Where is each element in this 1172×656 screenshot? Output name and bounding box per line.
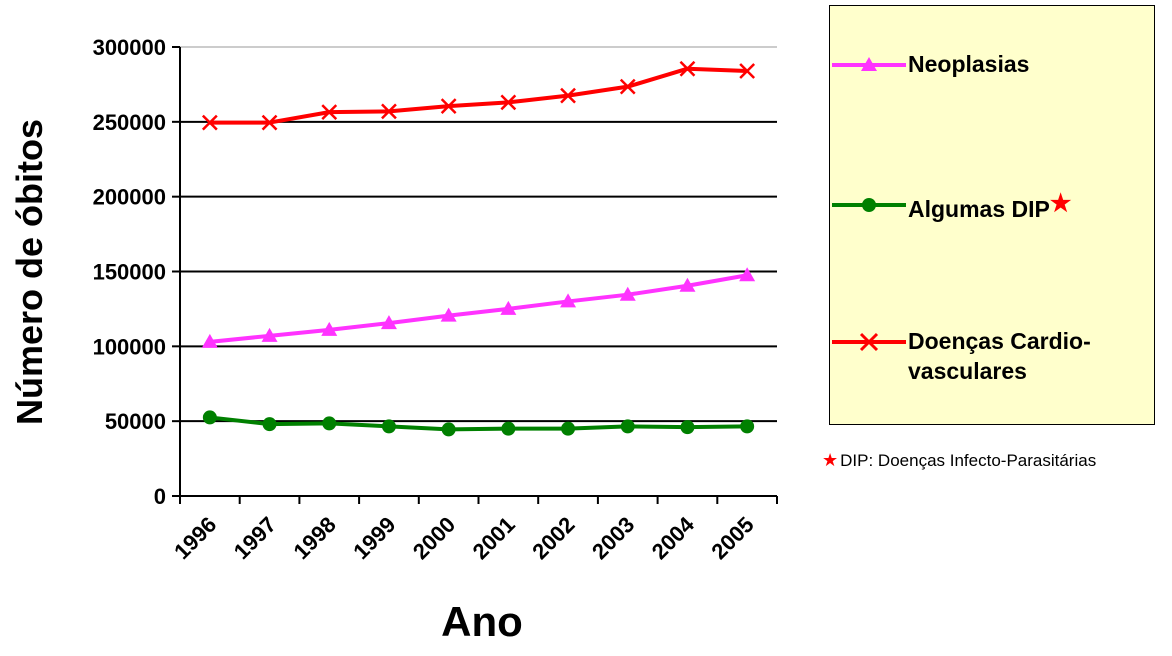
series-group	[201, 60, 756, 437]
y-tick-label: 250000	[93, 110, 166, 135]
x-tick-label: 2000	[408, 512, 460, 564]
data-point	[740, 419, 755, 434]
marker-stroke	[321, 104, 338, 120]
data-point	[440, 98, 457, 115]
x-axis-title: Ano	[441, 598, 523, 645]
data-point	[440, 307, 457, 322]
data-point	[262, 417, 277, 432]
legend-swatch-cardio	[832, 332, 906, 352]
marker-stroke	[619, 78, 636, 95]
x-tick-labels: 1996 1997 1998 1999 2000 2001 2002 2003 2004 2005	[169, 511, 759, 564]
data-point	[381, 103, 397, 120]
legend-label-dip: Algumas DIP★	[908, 190, 1072, 222]
legend-label-cardio: Doenças Cardio-vasculares	[908, 328, 1091, 384]
y-tick-label: 50000	[105, 409, 166, 434]
legend-label-neoplasias: Neoplasias	[908, 51, 1030, 77]
y-tick-label: 300000	[93, 35, 166, 60]
y-tick-label: 100000	[93, 334, 166, 359]
series-line	[209, 66, 748, 125]
data-point	[679, 277, 696, 292]
x-tick-label: 1996	[169, 512, 221, 564]
legend-swatch-dip	[832, 198, 906, 212]
x-tick-label: 2001	[468, 512, 520, 564]
data-point	[561, 421, 576, 436]
legend-item-dip: Algumas DIP★	[830, 189, 1143, 224]
x-tick-label: 1999	[348, 512, 400, 564]
data-point	[500, 94, 517, 111]
y-axis-title: Número de óbitos	[9, 119, 50, 425]
data-point	[680, 420, 695, 435]
data-point	[500, 300, 517, 315]
data-point	[501, 421, 516, 436]
series-line	[209, 273, 748, 344]
data-point	[619, 286, 636, 301]
legend-swatch-neoplasias	[832, 57, 906, 71]
star-icon: ★	[1049, 190, 1072, 217]
data-point	[619, 78, 636, 95]
series-0	[201, 267, 756, 348]
marker-stroke	[679, 60, 696, 77]
legend: Neoplasias Algumas DIP★ Doenças Cardio-v…	[829, 5, 1155, 425]
marker-stroke	[739, 63, 756, 79]
marker-stroke	[560, 87, 576, 104]
star-icon: ★	[822, 450, 839, 470]
data-point	[261, 327, 278, 342]
data-point	[560, 293, 577, 308]
x-tick-label: 2002	[527, 512, 579, 564]
data-point	[441, 422, 456, 437]
data-point	[380, 315, 397, 330]
x-tick-label: 2005	[706, 512, 758, 564]
legend-item-cardio: Doenças Cardio-vasculares	[830, 326, 1143, 386]
data-point	[560, 87, 576, 104]
footnote: ★ DIP: Doenças Infecto-Parasitárias	[822, 450, 1096, 471]
marker-stroke	[261, 114, 278, 131]
legend-item-neoplasias: Neoplasias	[830, 49, 1143, 81]
y-tick-label: 150000	[93, 260, 166, 285]
series-line	[209, 415, 748, 432]
data-point	[261, 114, 278, 131]
x-tick-label: 2003	[587, 512, 639, 564]
series-1	[202, 410, 755, 437]
x-tick-label: 1998	[288, 512, 340, 564]
marker-stroke	[201, 114, 218, 131]
y-tick-label: 0	[154, 484, 166, 509]
data-point	[381, 419, 396, 434]
axes	[172, 46, 778, 504]
marker-stroke	[500, 94, 517, 111]
data-point	[202, 410, 217, 425]
data-point	[321, 321, 338, 336]
data-point	[321, 104, 338, 120]
data-point	[201, 333, 218, 348]
data-point	[620, 419, 635, 434]
data-point	[739, 267, 756, 282]
data-point	[201, 114, 218, 131]
data-point	[739, 63, 756, 79]
series-2	[201, 60, 756, 131]
y-tick-labels: 0 50000 100000 150000 200000 250000 300000	[93, 35, 166, 509]
marker-stroke	[381, 103, 397, 120]
data-point	[322, 416, 337, 431]
x-tick-label: 1997	[229, 512, 281, 564]
line-chart: 0 50000 100000 150000 200000 250000 300000 199…	[9, 35, 778, 645]
marker-stroke	[440, 98, 457, 115]
y-tick-label: 200000	[93, 185, 166, 210]
footnote-text: DIP: Doenças Infecto-Parasitárias	[840, 450, 1097, 470]
data-point	[679, 60, 696, 77]
x-tick-label: 2004	[647, 511, 700, 564]
